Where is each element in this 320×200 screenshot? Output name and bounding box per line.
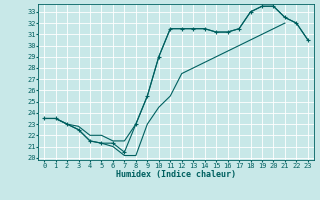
X-axis label: Humidex (Indice chaleur): Humidex (Indice chaleur) (116, 170, 236, 179)
